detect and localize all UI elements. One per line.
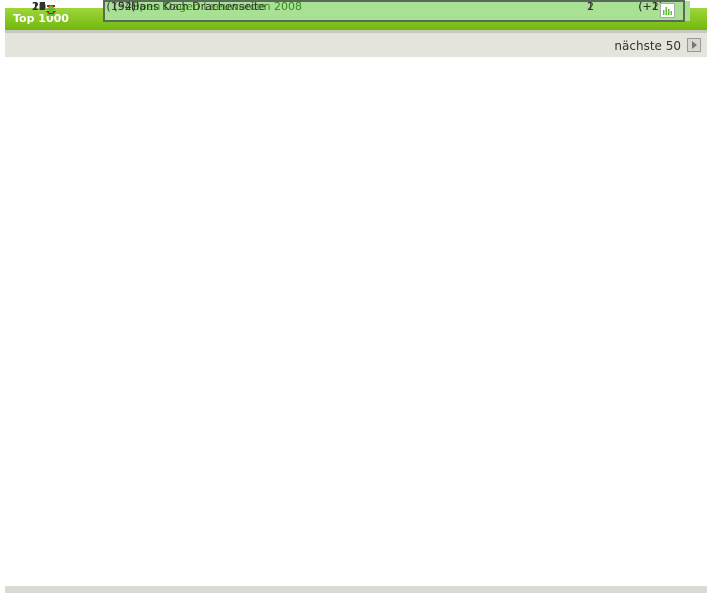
rank: 3	[39, 0, 46, 13]
rank: 22	[32, 0, 46, 13]
previous-rank: (54)	[113, 0, 136, 13]
rank: 18	[32, 0, 46, 13]
rank: 12	[32, 0, 46, 13]
next-page-link[interactable]: nächste 50	[614, 39, 681, 53]
rank: 21	[32, 0, 46, 13]
row-highlight	[103, 0, 685, 22]
change: (+1)	[638, 0, 663, 13]
rank: 17	[32, 0, 46, 13]
score: 1	[587, 0, 594, 13]
rank: 6	[39, 0, 46, 13]
rank: 5	[39, 0, 46, 13]
rank: 23	[32, 0, 46, 13]
site-name[interactable]: Hans Koch Drachenseite	[131, 0, 266, 13]
rank: 14	[32, 0, 46, 13]
next-page-button[interactable]	[687, 38, 701, 52]
previous-rank: (192)	[106, 0, 136, 13]
rank: 20	[32, 0, 46, 13]
rank: 16	[32, 0, 46, 13]
rank: 15	[32, 0, 46, 13]
rank: 11	[32, 0, 46, 13]
rank: 24	[32, 0, 46, 13]
rank: 4	[39, 0, 46, 13]
rank: 7	[39, 0, 46, 13]
stats-icon[interactable]	[660, 3, 675, 18]
rank: 1	[39, 0, 46, 13]
rank: 13	[32, 0, 46, 13]
score: 2	[587, 0, 594, 13]
rank: 9	[39, 0, 46, 13]
pager-bar: nächste 50	[5, 30, 707, 57]
rank: 19	[32, 0, 46, 13]
rank: 8	[39, 0, 46, 13]
change: (+2)	[638, 0, 663, 13]
site-name[interactable]: Open Dagen Leeuwarden 2008	[131, 0, 303, 13]
rank: 2	[39, 0, 46, 13]
trend-icon	[46, 5, 56, 16]
row-partial	[5, 586, 707, 593]
rank: 10	[32, 0, 46, 13]
